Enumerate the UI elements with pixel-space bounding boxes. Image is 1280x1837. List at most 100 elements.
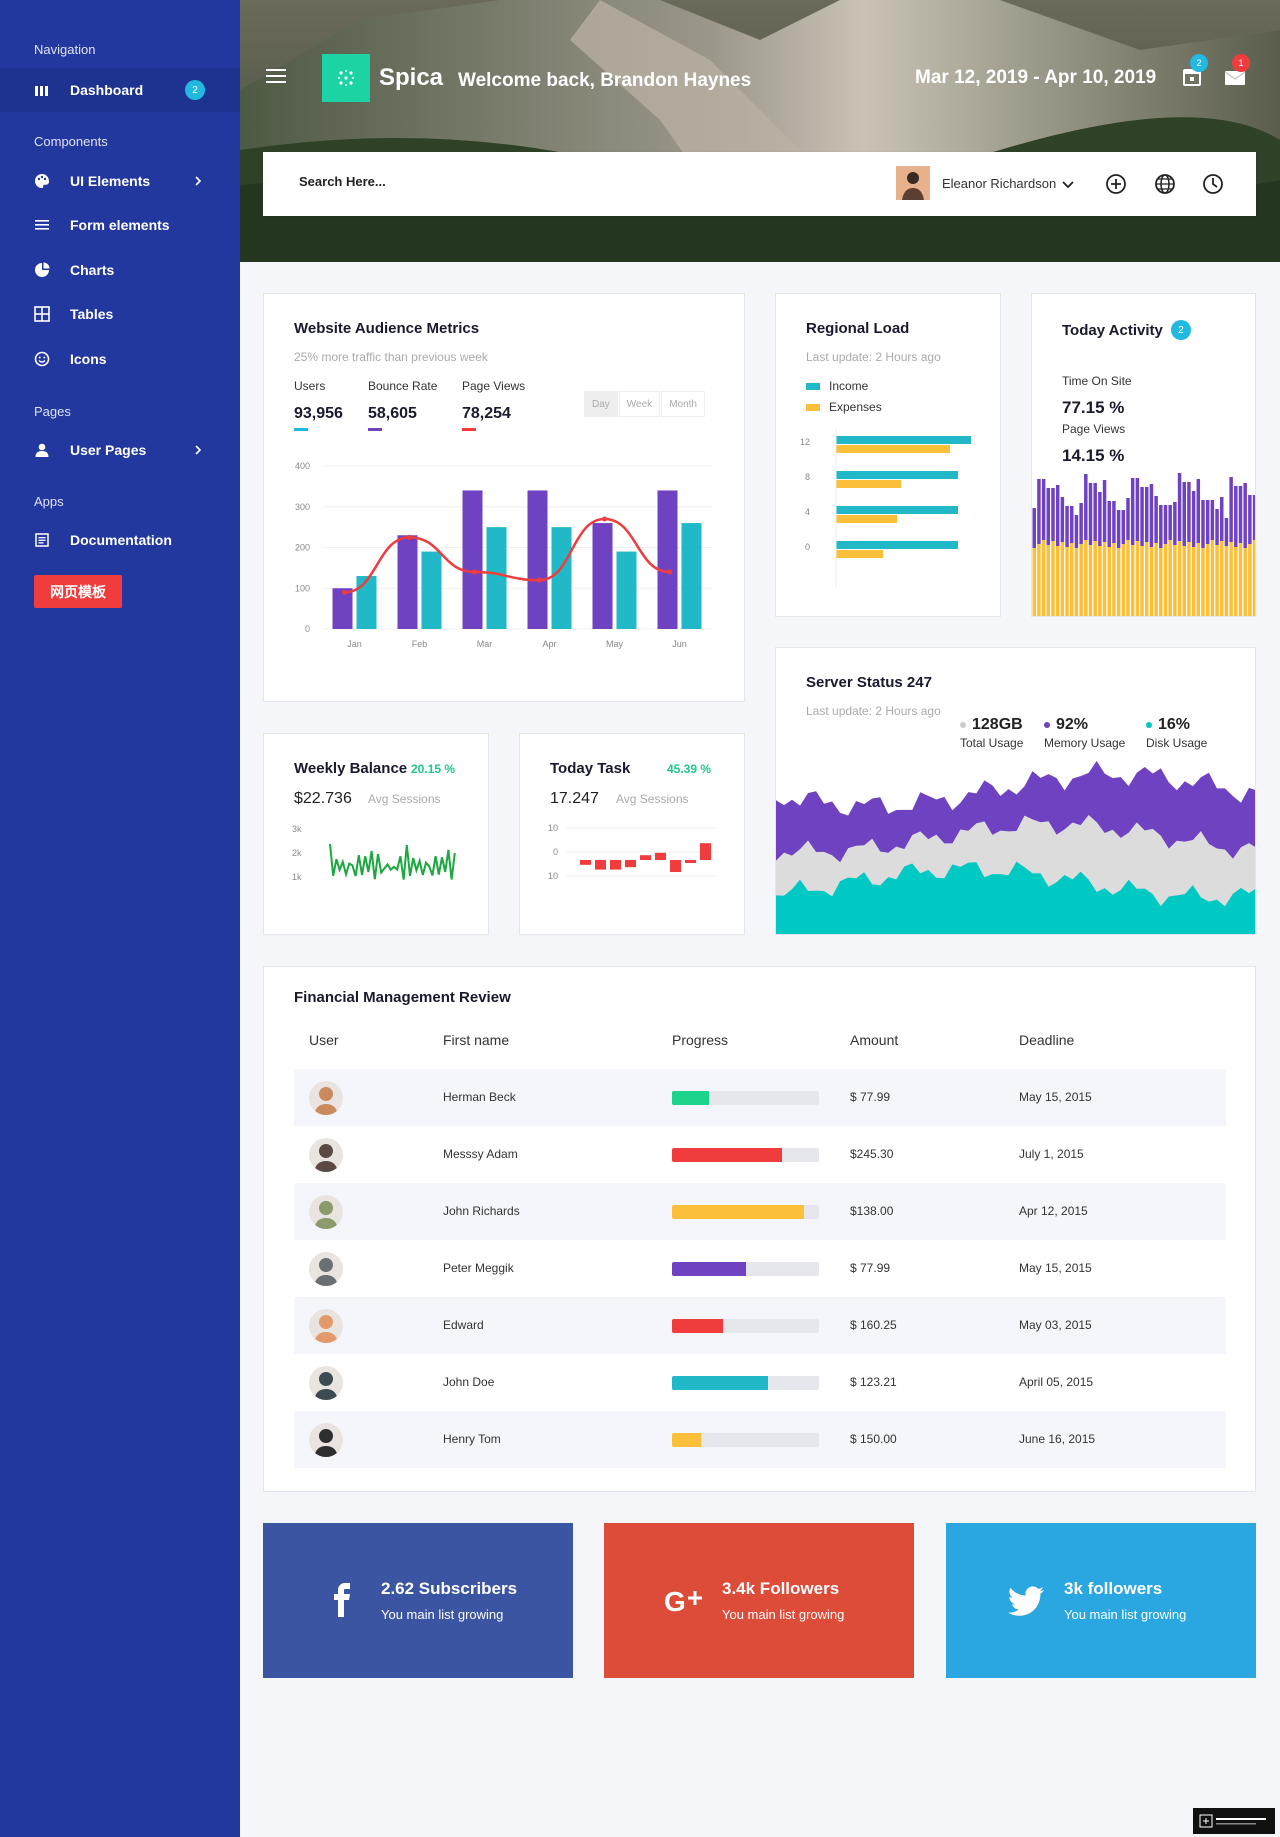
add-icon[interactable] bbox=[1105, 173, 1127, 195]
first-name-cell: Messsy Adam bbox=[443, 1147, 518, 1161]
calendar-icon[interactable] bbox=[1182, 66, 1204, 88]
expense-bar bbox=[1070, 543, 1074, 616]
weekly-balance-card: Weekly Balance 20.15 % $22.736 Avg Sessi… bbox=[263, 733, 489, 935]
page-views-label: Page Views bbox=[462, 379, 526, 393]
expense-bar bbox=[1182, 546, 1186, 616]
expense-bar bbox=[1084, 540, 1088, 616]
activity-bar bbox=[1065, 506, 1069, 547]
tab-week[interactable]: Week bbox=[618, 391, 661, 417]
table-row[interactable]: John Richards $138.00 Apr 12, 2015 bbox=[294, 1183, 1226, 1240]
server-status-card: Server Status 247 Last update: 2 Hours a… bbox=[775, 647, 1256, 935]
promo-button[interactable]: 网页模板 bbox=[34, 575, 122, 608]
profile-name[interactable]: Eleanor Richardson bbox=[942, 176, 1057, 191]
task-bar-chart: 10 0 -10 bbox=[548, 823, 718, 881]
task-value: 17.247 bbox=[550, 790, 599, 807]
expense-bar bbox=[1112, 543, 1116, 616]
expense-bar bbox=[1191, 547, 1196, 616]
table-row[interactable]: Herman Beck $ 77.99 May 15, 2015 bbox=[294, 1069, 1226, 1126]
facebook-card[interactable]: 2.62 Subscribers You main list growing bbox=[263, 1523, 573, 1678]
activity-bar bbox=[1032, 508, 1036, 548]
y-tick-label: 200 bbox=[295, 543, 310, 553]
expense-bar bbox=[1145, 542, 1149, 616]
x-tick-label: Jan bbox=[347, 639, 362, 649]
expense-bar bbox=[1098, 546, 1102, 616]
activity-bar bbox=[1098, 492, 1102, 546]
bar-series-1 bbox=[527, 490, 548, 629]
sidebar-item-dashboard[interactable]: Dashboard 2 bbox=[0, 68, 240, 112]
col-header-deadline: Deadline bbox=[1019, 1032, 1075, 1048]
activity-bar bbox=[1116, 510, 1121, 548]
task-bar bbox=[700, 843, 711, 860]
google-plus-card[interactable]: G 3.4k Followers You main list growing bbox=[604, 1523, 914, 1678]
card-subtitle: 25% more traffic than previous week bbox=[294, 350, 488, 364]
dashboard-badge: 2 bbox=[185, 80, 205, 100]
google-plus-icon: G bbox=[664, 1586, 702, 1617]
bar-series-1 bbox=[657, 490, 678, 629]
sidebar-item-icons[interactable]: Icons bbox=[0, 337, 240, 381]
activity-bar bbox=[1224, 518, 1229, 546]
line-series bbox=[344, 517, 670, 594]
sidebar-item-ui-elements[interactable]: UI Elements bbox=[0, 159, 240, 203]
activity-bar bbox=[1107, 501, 1111, 547]
weekly-delta: 20.15 % bbox=[411, 762, 456, 776]
time-on-site-label: Time On Site bbox=[1062, 374, 1132, 388]
sidebar-item-user-pages[interactable]: User Pages bbox=[0, 428, 240, 472]
section-apps: Apps bbox=[34, 494, 64, 509]
chevron-down-icon[interactable] bbox=[1062, 180, 1074, 190]
expense-bar bbox=[1037, 544, 1041, 616]
x-tick-label: Feb bbox=[412, 639, 428, 649]
activity-bar bbox=[1234, 486, 1238, 547]
document-icon bbox=[34, 532, 50, 548]
sidebar-item-tables[interactable]: Tables bbox=[0, 292, 240, 336]
income-bar bbox=[836, 471, 958, 479]
avatar[interactable] bbox=[896, 166, 930, 200]
date-range[interactable]: Mar 12, 2019 - Apr 10, 2019 bbox=[915, 67, 1157, 88]
line-point bbox=[537, 577, 542, 583]
social-subtitle: You main list growing bbox=[722, 1607, 845, 1622]
activity-bar bbox=[1205, 500, 1210, 544]
activity-bar bbox=[1215, 509, 1219, 545]
table-row[interactable]: Messsy Adam $245.30 July 1, 2015 bbox=[294, 1126, 1226, 1183]
tab-day[interactable]: Day bbox=[584, 391, 618, 417]
activity-bar bbox=[1238, 486, 1243, 543]
line-point bbox=[602, 516, 607, 522]
activity-bar bbox=[1187, 482, 1191, 542]
server-area-chart bbox=[776, 760, 1255, 934]
expense-bar bbox=[1187, 542, 1191, 616]
expense-bar bbox=[1210, 540, 1215, 616]
table-row[interactable]: Peter Meggik $ 77.99 May 15, 2015 bbox=[294, 1240, 1226, 1297]
globe-icon[interactable] bbox=[1154, 173, 1176, 195]
sidebar-item-documentation[interactable]: Documentation bbox=[0, 518, 240, 562]
expense-bar bbox=[1140, 546, 1144, 616]
table-row[interactable]: Edward $ 160.25 May 03, 2015 bbox=[294, 1297, 1226, 1354]
twitter-card[interactable]: 3k followers You main list growing bbox=[946, 1523, 1256, 1678]
mail-icon[interactable] bbox=[1224, 66, 1246, 88]
task-bar bbox=[610, 860, 621, 870]
activity-bar bbox=[1220, 497, 1224, 541]
line-point bbox=[472, 569, 477, 575]
table-row[interactable]: John Doe $ 123.21 April 05, 2015 bbox=[294, 1354, 1226, 1411]
menu-toggle-icon[interactable] bbox=[266, 68, 286, 84]
stat-memory-usage: 92% Memory Usage bbox=[1044, 716, 1126, 750]
card-title: Regional Load bbox=[806, 320, 910, 337]
amount-cell: $ 77.99 bbox=[850, 1090, 891, 1104]
weekly-line bbox=[329, 843, 456, 880]
task-bar bbox=[670, 860, 681, 872]
sidebar-item-form-elements[interactable]: Form elements bbox=[0, 203, 240, 247]
task-bar bbox=[595, 860, 606, 870]
tab-month[interactable]: Month bbox=[661, 391, 705, 417]
activity-bar bbox=[1112, 501, 1116, 543]
search-input[interactable] bbox=[299, 174, 519, 189]
activity-bar bbox=[1159, 505, 1163, 548]
sidebar-item-charts[interactable]: Charts bbox=[0, 248, 240, 292]
first-name-cell: Herman Beck bbox=[443, 1090, 516, 1104]
deadline-cell: May 03, 2015 bbox=[1019, 1318, 1092, 1332]
bar-series-2 bbox=[356, 576, 377, 629]
clock-icon[interactable] bbox=[1202, 173, 1224, 195]
expense-bar bbox=[1234, 547, 1238, 616]
y-tick-label: 2k bbox=[292, 848, 302, 858]
y-tick-label: 400 bbox=[295, 461, 310, 471]
y-tick-label: 1k bbox=[292, 872, 302, 882]
table-row[interactable]: Henry Tom $ 150.00 June 16, 2015 bbox=[294, 1411, 1226, 1468]
disk-area bbox=[776, 861, 1255, 934]
